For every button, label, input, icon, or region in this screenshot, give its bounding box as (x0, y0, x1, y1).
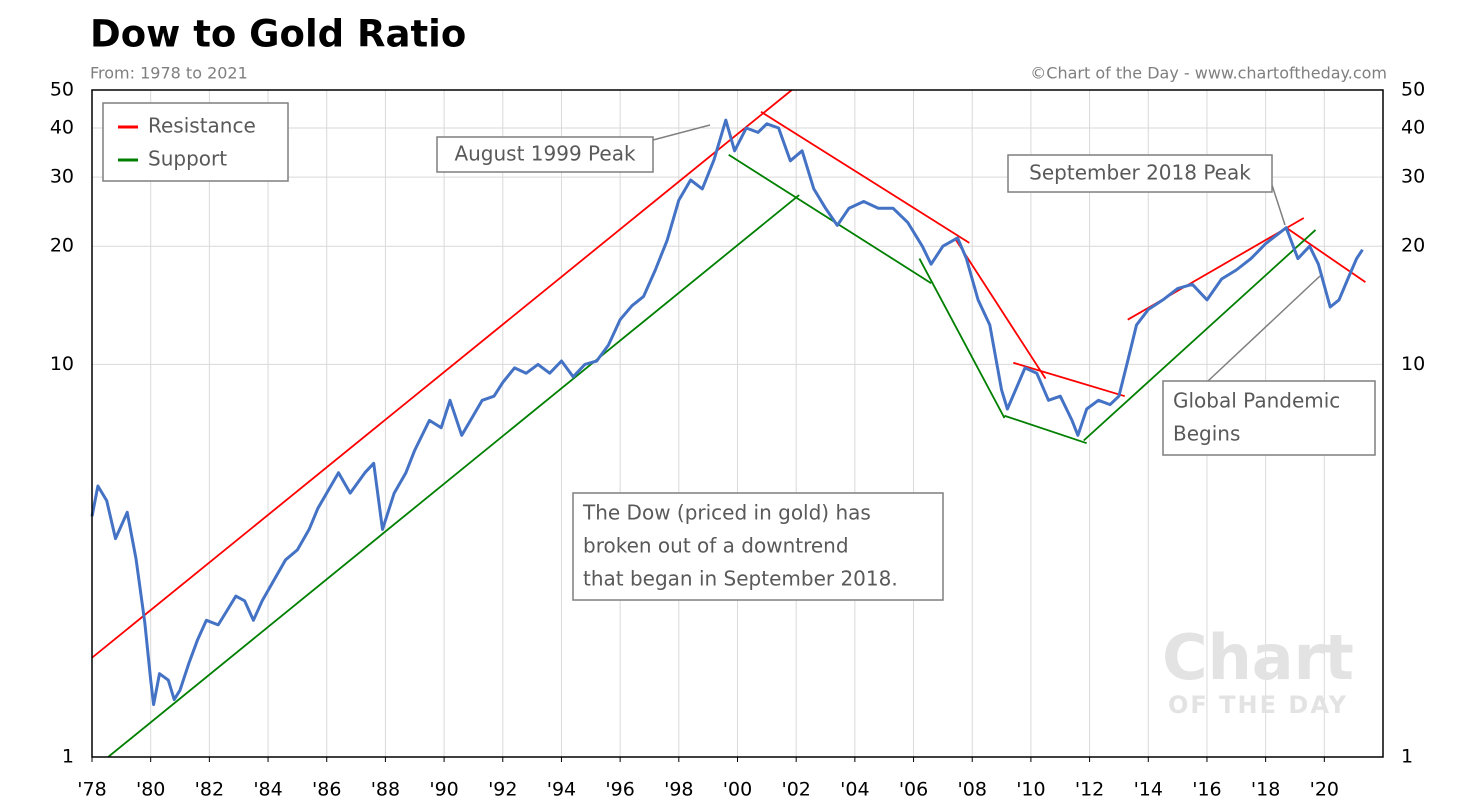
x-tick-label: '10 (1016, 779, 1045, 801)
trend-line (918, 258, 1006, 419)
y-tick-label: 20 (50, 235, 74, 257)
x-tick-label: '18 (1251, 779, 1280, 801)
trend-line (760, 111, 970, 244)
x-tick-label: '80 (136, 779, 165, 801)
x-tick-label: '92 (488, 779, 517, 801)
trend-line (1285, 226, 1366, 283)
x-tick-label: '04 (840, 779, 869, 801)
legend-label: Support (148, 147, 227, 171)
annotation: August 1999 Peak (454, 142, 636, 166)
trend-line (1083, 229, 1317, 442)
annotation-box (1162, 380, 1376, 456)
x-tick-label: '06 (899, 779, 928, 801)
x-tick-label: '94 (547, 779, 576, 801)
subtitle: From: 1978 to 2021 (90, 64, 248, 83)
x-tick-label: '98 (664, 779, 693, 801)
trend-line (728, 153, 932, 284)
y-tick-label: 40 (50, 117, 74, 139)
trend-line (953, 237, 1047, 380)
x-tick-label: '12 (1075, 779, 1104, 801)
x-tick-label: '14 (1134, 779, 1163, 801)
leader-line (1271, 184, 1286, 226)
data-line (90, 118, 1364, 707)
y-tick-label: 30 (50, 166, 74, 188)
annotation-box (572, 492, 944, 601)
y-tick-label-right: 40 (1401, 117, 1425, 139)
annotation: that began in September 2018. (583, 567, 898, 591)
y-tick-label-right: 50 (1401, 79, 1425, 101)
annotation: Global Pandemic (1173, 389, 1340, 413)
x-tick-label: '08 (958, 779, 987, 801)
x-tick-label: '78 (77, 779, 106, 801)
leader-line (1207, 275, 1321, 382)
x-tick-label: '82 (195, 779, 224, 801)
leader-line (652, 124, 711, 141)
x-tick-label: '84 (253, 779, 282, 801)
chart-title: Dow to Gold Ratio (90, 13, 466, 56)
trend-line (92, 90, 793, 659)
y-tick-label-right: 10 (1401, 353, 1425, 375)
legend-box (102, 102, 289, 182)
annotation: September 2018 Peak (1029, 161, 1251, 185)
annotation: broken out of a downtrend (583, 534, 849, 558)
x-tick-label: '88 (371, 779, 400, 801)
source: ©Chart of the Day - www.chartoftheday.co… (1030, 64, 1387, 83)
y-tick-label-right: 1 (1401, 746, 1413, 768)
y-tick-label-right: 30 (1401, 166, 1425, 188)
annotation-box (436, 136, 654, 173)
x-tick-label: '02 (781, 779, 810, 801)
x-tick-label: '20 (1310, 779, 1339, 801)
watermark-text: OF THE DAY (1168, 691, 1348, 719)
annotation: The Dow (priced in gold) has (582, 501, 871, 525)
y-tick-label: 10 (50, 353, 74, 375)
annotations: August 1999 Peak September 2018 Peak Glo… (436, 124, 1376, 601)
trend-line (1004, 414, 1087, 445)
ticks: '78 '80 '82 '84 '86 '88 '90 '92 '94 '96 '98 '00 '02 '… (50, 79, 1425, 801)
trend-line (1013, 361, 1126, 398)
x-tick-label: '00 (723, 779, 752, 801)
y-tick-label: 50 (50, 79, 74, 101)
x-tick-label: '86 (312, 779, 341, 801)
trend-line (107, 194, 800, 757)
legend: Resistance Support (102, 102, 289, 182)
annotation: Begins (1173, 422, 1240, 446)
legend-label: Resistance (148, 114, 256, 138)
x-tick-label: '16 (1192, 779, 1221, 801)
x-tick-label: '90 (429, 779, 458, 801)
marks (90, 90, 1366, 757)
annotation-box (1007, 154, 1273, 193)
y-tick-label-right: 20 (1401, 235, 1425, 257)
x-tick-label: '96 (605, 779, 634, 801)
watermark-text: Chart (1162, 621, 1354, 694)
y-tick-label: 1 (62, 746, 74, 768)
watermark: Chart OF THE DAY (1162, 621, 1354, 719)
